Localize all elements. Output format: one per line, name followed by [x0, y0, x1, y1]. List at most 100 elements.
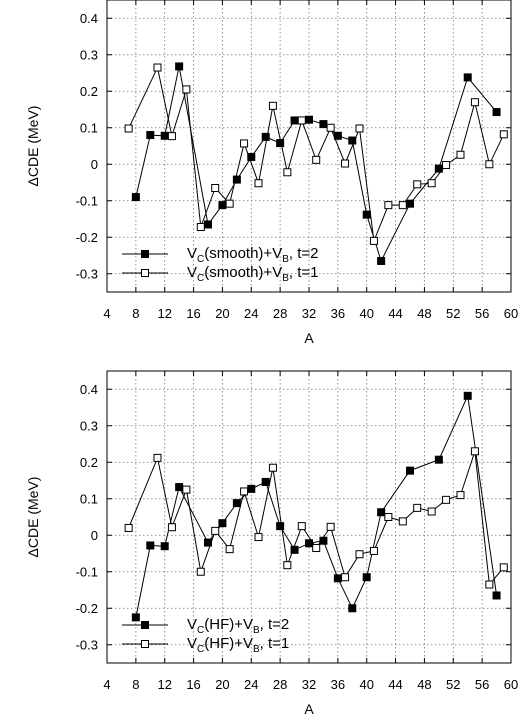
data-point-open	[398, 201, 407, 210]
data-point-open	[153, 63, 162, 72]
data-point-filled	[333, 574, 342, 583]
legend-text-part: V	[187, 616, 197, 633]
x-tick-label: 52	[446, 677, 460, 692]
legend-text-part: V	[187, 264, 197, 281]
y-tick-label: 0.4	[80, 11, 98, 26]
x-tick-label: 32	[302, 306, 316, 321]
data-point-open	[413, 180, 422, 189]
data-point-open	[470, 447, 479, 456]
data-point-open	[283, 168, 292, 177]
legend: VC(HF)+VB, t=2VC(HF)+VB, t=1	[122, 616, 289, 655]
x-tick-label: 56	[475, 306, 489, 321]
legend-subscript: C	[197, 254, 204, 265]
chart-panel-bottom: 4 8 12 16 20 24 28 32 36 40 44 48 52 56 60-0.3-0.2-0.1…	[25, 370, 518, 717]
x-tick-label: 40	[359, 306, 373, 321]
data-point-open	[167, 523, 176, 532]
data-point-filled	[348, 136, 357, 145]
data-point-open	[355, 124, 364, 133]
x-tick-label: 56	[475, 677, 489, 692]
data-point-open	[456, 491, 465, 500]
data-point-open	[398, 517, 407, 526]
y-tick-label: 0.1	[80, 120, 98, 135]
series-line	[128, 451, 505, 586]
x-tick-label: 44	[388, 677, 402, 692]
data-point-filled	[348, 604, 357, 613]
x-tick-label: 16	[186, 677, 200, 692]
data-point-open	[182, 485, 191, 494]
data-point-open	[254, 179, 263, 188]
data-point-open	[153, 453, 162, 462]
data-point-open	[413, 503, 422, 512]
data-point-open	[442, 160, 451, 169]
data-point-open	[312, 155, 321, 164]
x-tick-label: 24	[244, 677, 258, 692]
data-point-filled	[276, 522, 285, 531]
data-point-open	[369, 236, 378, 245]
data-point-open	[196, 567, 205, 576]
data-point-open	[341, 159, 350, 168]
data-point-filled	[463, 391, 472, 400]
data-point-filled	[175, 483, 184, 492]
data-point-filled	[261, 132, 270, 141]
x-tick-label: 40	[359, 677, 373, 692]
data-point-open	[499, 563, 508, 572]
x-tick-label: 48	[417, 677, 431, 692]
legend-marker-filled	[141, 250, 149, 258]
y-tick-label: -0.2	[76, 230, 98, 245]
data-point-filled	[204, 220, 212, 229]
x-tick-label: 52	[446, 306, 460, 321]
x-tick-label: 8	[132, 677, 139, 692]
series-t1	[124, 63, 508, 245]
x-tick-label: 44	[388, 306, 402, 321]
y-axis-label: ΔCDE (MeV)	[25, 106, 41, 187]
data-point-filled	[290, 116, 299, 125]
y-axis-label: ΔCDE (MeV)	[25, 477, 41, 558]
x-tick-label: 12	[157, 306, 171, 321]
data-point-filled	[406, 466, 414, 475]
x-tick-label: 20	[215, 677, 229, 692]
data-point-open	[240, 487, 249, 496]
data-point-open	[341, 573, 350, 582]
legend-marker-open	[141, 640, 149, 648]
data-point-open	[456, 150, 465, 159]
y-tick-label: 0	[91, 528, 98, 543]
x-tick-label: 24	[244, 306, 258, 321]
y-tick-label: -0.3	[76, 266, 98, 281]
data-point-open	[326, 522, 335, 531]
data-point-open	[167, 132, 176, 141]
data-point-open	[225, 199, 234, 208]
legend-subscript: B	[282, 273, 289, 284]
data-point-open	[268, 463, 277, 472]
legend-text-part: (HF)+V	[204, 616, 253, 633]
x-tick-label: 36	[331, 306, 345, 321]
data-point-filled	[261, 477, 270, 486]
data-point-filled	[406, 199, 414, 208]
data-point-open	[211, 183, 220, 192]
data-point-filled	[463, 73, 472, 82]
data-point-filled	[131, 193, 140, 202]
data-point-open	[499, 130, 508, 139]
y-tick-label: -0.1	[76, 193, 98, 208]
x-tick-label: 16	[186, 306, 200, 321]
series-t2	[131, 62, 501, 265]
data-point-open	[211, 526, 220, 535]
legend-text-part: (smooth)+V	[204, 264, 282, 281]
data-point-open	[470, 98, 479, 107]
data-point-open	[427, 179, 436, 188]
data-point-filled	[333, 131, 342, 140]
data-point-filled	[305, 115, 313, 124]
y-tick-label: -0.1	[76, 564, 98, 579]
legend-label: VC(smooth)+VB, t=1	[187, 264, 318, 284]
y-tick-label: 0	[91, 157, 98, 172]
legend-subscript: C	[197, 644, 204, 655]
data-point-filled	[160, 131, 169, 140]
data-point-filled	[232, 499, 241, 508]
x-tick-label: 60	[504, 306, 518, 321]
data-point-open	[297, 116, 306, 125]
legend-subscript: B	[253, 644, 260, 655]
data-point-open	[427, 507, 436, 516]
data-point-open	[240, 139, 249, 148]
data-point-open	[124, 523, 133, 532]
data-point-filled	[319, 120, 328, 129]
legend-text-part: , t=1	[260, 635, 290, 652]
